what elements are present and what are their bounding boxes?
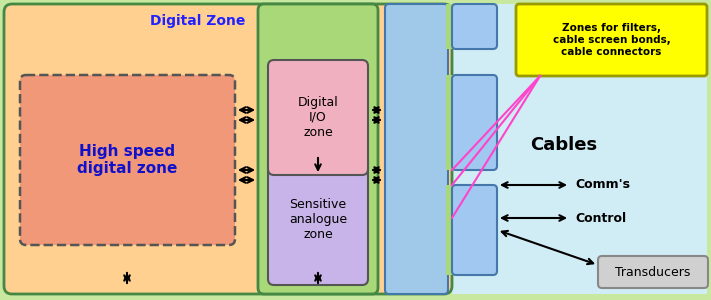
Bar	[446, 185, 458, 275]
Text: Sensitive
analogue
zone: Sensitive analogue zone	[289, 199, 347, 242]
FancyBboxPatch shape	[452, 185, 497, 275]
FancyBboxPatch shape	[268, 155, 368, 285]
FancyBboxPatch shape	[516, 4, 707, 76]
Text: Digital
I/O
zone: Digital I/O zone	[298, 96, 338, 139]
FancyBboxPatch shape	[258, 4, 378, 294]
FancyBboxPatch shape	[452, 4, 497, 49]
Text: Cables: Cables	[530, 136, 597, 154]
FancyBboxPatch shape	[385, 4, 448, 294]
Text: Comm's: Comm's	[575, 178, 630, 191]
FancyBboxPatch shape	[268, 60, 368, 175]
FancyBboxPatch shape	[20, 75, 235, 245]
Bar	[446, 4, 458, 49]
Text: Zones for filters,
cable screen bonds,
cable connectors: Zones for filters, cable screen bonds, c…	[552, 23, 670, 57]
Bar	[452, 4, 707, 294]
FancyBboxPatch shape	[598, 256, 708, 288]
Text: Digital Zone: Digital Zone	[150, 14, 246, 28]
FancyBboxPatch shape	[4, 4, 452, 294]
Bar	[446, 75, 458, 170]
Text: Transducers: Transducers	[615, 266, 690, 278]
FancyBboxPatch shape	[452, 75, 497, 170]
Text: Control: Control	[575, 212, 626, 224]
Text: High speed
digital zone: High speed digital zone	[77, 144, 178, 176]
